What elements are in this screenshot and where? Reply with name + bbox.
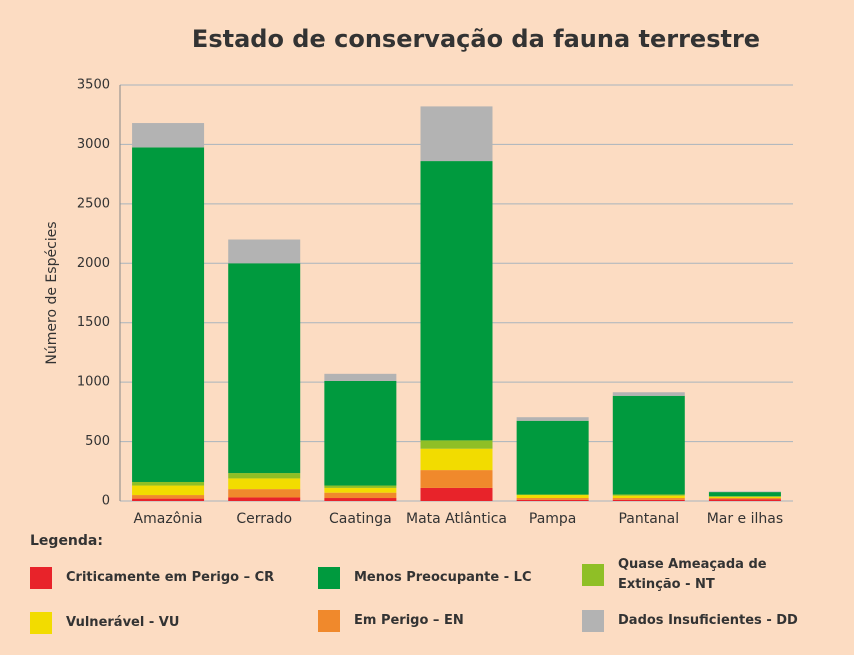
- bar-segment: [516, 495, 589, 499]
- y-tick-label: 0: [102, 494, 110, 509]
- bar-segment: [228, 263, 301, 474]
- x-tick-label: Caatinga: [329, 511, 392, 527]
- bar-segment: [324, 492, 397, 499]
- legend-swatch: [318, 610, 340, 632]
- bar-segment: [612, 499, 685, 501]
- y-tick-label: 1000: [77, 375, 110, 390]
- bar-segment: [516, 417, 589, 421]
- bar-segment: [708, 498, 781, 500]
- bar-segment: [324, 485, 397, 488]
- legend-swatch: [30, 567, 52, 589]
- bar-segment: [228, 478, 301, 490]
- bar-segment: [420, 440, 493, 449]
- bar-segment: [132, 485, 205, 496]
- bar-segment: [228, 489, 301, 498]
- bar-segment: [324, 373, 397, 381]
- x-tick-label: Mata Atlântica: [406, 511, 507, 527]
- legend-item: Dados Insuficientes - DD: [582, 610, 854, 632]
- bar-segment: [420, 106, 493, 162]
- bar-segment: [516, 499, 589, 501]
- legend-label: Criticamente em Perigo – CR: [66, 570, 275, 585]
- bar-segment: [324, 380, 397, 486]
- y-tick-label: 3500: [77, 78, 110, 93]
- bar-segment: [708, 496, 781, 499]
- legend-item: Criticamente em Perigo – CR: [30, 567, 306, 589]
- legend-swatch: [318, 567, 340, 589]
- legend-label: Em Perigo – EN: [354, 613, 464, 628]
- y-tick-label: 500: [85, 434, 110, 449]
- bar-segment: [612, 498, 685, 500]
- bar-segment: [516, 498, 589, 500]
- bar-segment: [228, 473, 301, 479]
- bar-segment: [612, 392, 685, 396]
- bar-segment: [420, 448, 493, 471]
- legend-swatch: [582, 610, 604, 632]
- legend-label: Quase Ameaçada de Extinção - NT: [618, 557, 767, 592]
- bar-segment: [516, 494, 589, 496]
- bar-segment: [132, 481, 205, 486]
- bar-segment: [228, 497, 301, 501]
- bar-segment: [324, 487, 397, 493]
- bar-segment: [708, 491, 781, 493]
- x-tick-label: Pantanal: [618, 511, 679, 527]
- y-tick-label: 1500: [77, 315, 110, 330]
- bar-segment: [708, 492, 781, 497]
- x-tick-label: Mar e ilhas: [707, 511, 783, 527]
- bar-segment: [516, 420, 589, 495]
- bar-segment: [132, 147, 205, 482]
- legend-label: Menos Preocupante - LC: [354, 570, 532, 585]
- bar-segment: [708, 496, 781, 497]
- legend-item: Quase Ameaçada de Extinção - NT: [582, 555, 768, 595]
- legend-item: Em Perigo – EN: [318, 610, 594, 632]
- y-tick-label: 2500: [77, 196, 110, 211]
- bar-segment: [228, 239, 301, 264]
- legend-item: Menos Preocupante - LC: [318, 567, 594, 589]
- bar-segment: [132, 498, 205, 501]
- y-tick-label: 3000: [77, 137, 110, 152]
- bar-segment: [324, 498, 397, 501]
- bar-segment: [612, 495, 685, 499]
- y-tick-label: 2000: [77, 256, 110, 271]
- y-axis-label: Número de Espécies: [44, 221, 60, 364]
- bar-segment: [132, 123, 205, 148]
- legend-label: Dados Insuficientes - DD: [618, 613, 798, 628]
- legend-swatch: [582, 564, 604, 586]
- chart-title: Estado de conservação da fauna terrestre: [192, 25, 760, 53]
- bar-segment: [420, 161, 493, 441]
- legend-label: Vulnerável - VU: [66, 615, 180, 630]
- bar-segment: [612, 494, 685, 496]
- legend-title: Legenda:: [30, 533, 103, 549]
- legend-swatch: [30, 612, 52, 634]
- x-tick-label: Pampa: [529, 511, 577, 527]
- bar-segment: [420, 487, 493, 501]
- x-tick-label: Cerrado: [236, 511, 292, 527]
- x-tick-label: Amazônia: [134, 511, 203, 527]
- bar-segment: [708, 499, 781, 501]
- legend-item: Vulnerável - VU: [30, 612, 306, 634]
- bar-segment: [132, 495, 205, 499]
- bar-segment: [612, 395, 685, 495]
- bar-segment: [420, 470, 493, 488]
